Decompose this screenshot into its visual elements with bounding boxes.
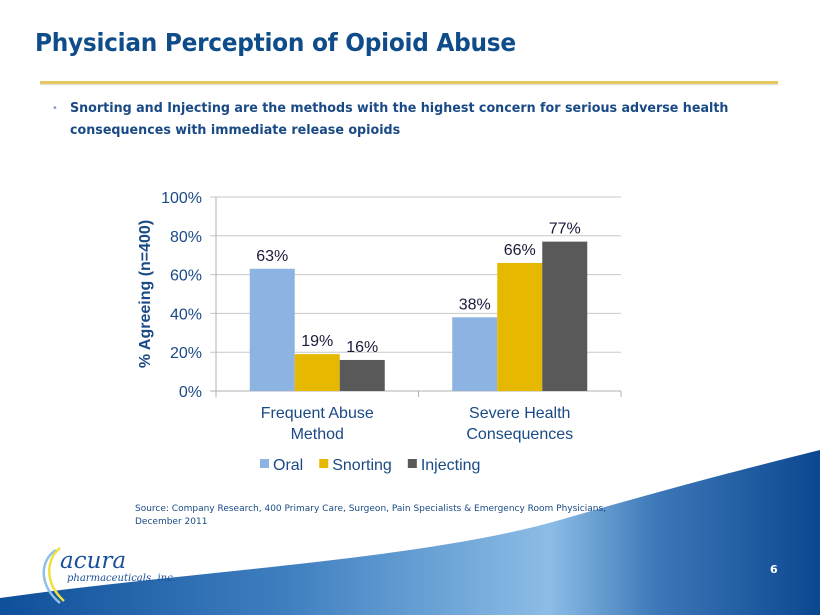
logo-wordmark: acura [60,548,127,574]
data-label: 66% [504,242,536,259]
bar-chart: 0% 20% 40% 60% 80% 100% % Agreeing (n=400) 63… [137,190,622,474]
source-note: Source: Company Research, 400 Primary Ca… [135,503,635,528]
bar-oral [452,317,498,391]
data-label: 16% [346,339,378,356]
x-category-labels: Frequent Abuse Method Severe Health Consequ… [261,405,573,443]
x-category-label: Method [291,426,344,443]
data-labels: 63% 19% 16% 38% 66% 77% [256,221,581,356]
data-label: 77% [549,221,581,238]
legend-swatch-injecting [407,459,417,468]
legend-swatch-oral [260,459,269,468]
logo-swoosh-icon [42,547,65,604]
bar-injecting [542,241,588,391]
logo-subtitle: pharmaceuticals, inc. [67,573,176,584]
slide-title: Physician Perception of Opioid Abuse [35,28,516,57]
y-tick-label: 100% [161,190,202,207]
bar-injecting [339,359,385,391]
x-category-label: Consequences [466,426,573,443]
source-line-1: Source: Company Research, 400 Primary Ca… [135,504,607,514]
y-tick-label: 80% [170,229,202,246]
y-tick-label: 0% [179,384,202,401]
page-number: 6 [770,563,778,576]
bar-oral [249,268,295,391]
y-tick-labels: 0% 20% 40% 60% 80% 100% [161,190,202,401]
bars [249,241,588,391]
y-tick-label: 20% [170,345,202,362]
data-label: 19% [301,333,333,350]
source-line-2: December 2011 [135,516,208,527]
y-tick-label: 60% [170,268,202,285]
x-category-label: Severe Health [469,405,570,422]
data-label: 63% [256,248,288,265]
legend-label: Oral [273,457,303,474]
legend: Oral Snorting Injecting [260,457,480,474]
bullet-icon: • [52,103,58,114]
x-category-label: Frequent Abuse [261,405,374,422]
title-divider [40,81,778,84]
bullet-text: Snorting and Injecting are the methods w… [70,100,729,138]
y-axis-label: % Agreeing (n=400) [137,220,154,368]
legend-swatch-snorting [319,459,329,468]
bar-snorting [497,262,543,391]
legend-label: Snorting [332,457,392,474]
data-label: 38% [459,296,491,313]
y-tick-label: 40% [170,306,202,323]
legend-label: Injecting [421,457,481,474]
bar-snorting [294,354,340,391]
